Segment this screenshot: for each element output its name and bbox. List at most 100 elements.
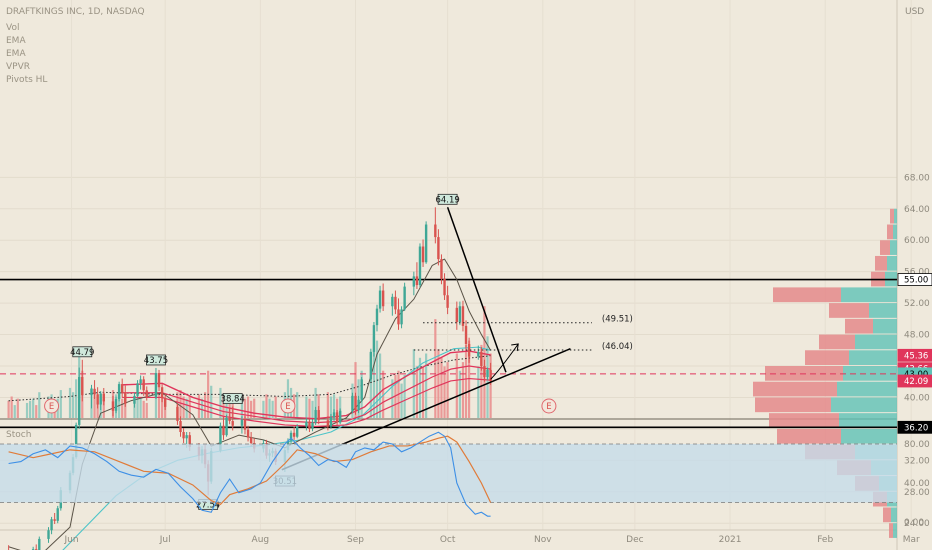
volume-bar xyxy=(268,398,271,418)
price-tick-label: 24.00 xyxy=(904,519,930,529)
vpvr-sell-bar xyxy=(755,397,831,413)
pivot-box xyxy=(222,393,243,404)
time-tick-label: 2021 xyxy=(719,535,742,545)
candle-body xyxy=(354,395,357,411)
candle-body xyxy=(246,429,250,438)
indicator-ema-1[interactable]: EMA xyxy=(6,36,26,46)
candle-body xyxy=(415,276,419,286)
pivot-label: 64.19 xyxy=(435,195,459,205)
volume-bar xyxy=(437,349,440,418)
earnings-icon xyxy=(44,398,60,414)
volume-bar xyxy=(200,398,204,418)
candle-body xyxy=(477,351,480,357)
candle-body xyxy=(338,410,342,423)
price-tag-box xyxy=(897,348,932,362)
earnings-letter: E xyxy=(285,402,290,412)
indicator-vol[interactable]: Vol xyxy=(6,23,19,33)
volume-bar xyxy=(489,353,492,418)
candle-body xyxy=(357,399,360,411)
indicator-pivots[interactable]: Pivots HL xyxy=(6,75,47,85)
candle-body xyxy=(317,410,320,421)
indicator-vpvr[interactable]: VPVR xyxy=(6,62,30,72)
legend-header: DRAFTKINGS INC, 1D, NASDAQ Vol EMA EMA V… xyxy=(6,7,924,440)
candle-body xyxy=(120,384,124,393)
vpvr-buy-bar xyxy=(841,428,897,444)
volume-bar xyxy=(443,366,446,418)
candle-body xyxy=(329,417,333,427)
target-label: (49.51) xyxy=(602,315,633,325)
ema-lines xyxy=(8,258,492,550)
vpvr-sell-bar xyxy=(845,318,873,334)
volume-bar xyxy=(197,394,201,418)
vpvr-buy-bar xyxy=(869,303,897,318)
volume-bar xyxy=(154,381,158,418)
candle-body xyxy=(243,419,247,430)
candle-body xyxy=(124,392,127,404)
volume-bar xyxy=(440,357,443,418)
candle-body xyxy=(360,379,363,400)
volume-bar xyxy=(246,396,250,418)
volume-bar xyxy=(68,387,72,418)
candle-body xyxy=(47,530,50,539)
volume-bar xyxy=(477,366,480,418)
volume-bar xyxy=(296,392,299,418)
candle-body xyxy=(412,276,416,287)
ema-red-line-1 xyxy=(122,350,491,420)
candle-body xyxy=(222,425,225,436)
candle-body xyxy=(157,373,161,388)
time-tick-label: Dec xyxy=(626,535,643,545)
trendline xyxy=(446,207,507,373)
stoch-band xyxy=(0,444,897,503)
volume-bar xyxy=(133,400,136,418)
candle-body xyxy=(375,308,379,326)
candle-body xyxy=(391,296,394,307)
price-tick-label: 48.00 xyxy=(904,331,930,341)
candle-body xyxy=(111,401,115,411)
vpvr-sell-bar xyxy=(880,240,890,255)
time-axis: Jun Jul Aug Sep Oct Nov Dec 2021 Feb Mar xyxy=(64,535,920,545)
volume-bar xyxy=(38,392,41,418)
volume-bar xyxy=(93,392,96,418)
volume-bar xyxy=(326,392,329,418)
volume-bar xyxy=(16,398,19,418)
volume-bar xyxy=(434,319,437,418)
candle-body xyxy=(90,388,93,396)
volume-bar xyxy=(203,392,207,418)
candle-body xyxy=(219,425,222,451)
volume-ma-line xyxy=(8,355,491,402)
volume-bar xyxy=(253,398,256,418)
candle-body xyxy=(133,395,136,404)
candle-body xyxy=(464,325,468,344)
candle-body xyxy=(225,417,228,436)
vpvr-sell-bar xyxy=(805,350,849,365)
vpvr-buy-bar xyxy=(890,240,897,255)
price-tick-label: 52.00 xyxy=(904,299,930,309)
candle-body xyxy=(99,393,102,405)
price-tag-label: 45.36 xyxy=(904,351,928,361)
earnings-letter: E xyxy=(49,402,54,412)
symbol-title[interactable]: DRAFTKINGS INC, 1D, NASDAQ xyxy=(6,7,145,17)
time-tick-label: Feb xyxy=(817,535,833,545)
candle-body xyxy=(295,426,299,437)
volume-bar xyxy=(142,400,145,418)
candle-body xyxy=(292,432,296,437)
vpvr-sell-bar xyxy=(889,523,893,538)
candle-body xyxy=(96,394,99,405)
volume-bar xyxy=(311,400,314,418)
vpvr-sell-bar xyxy=(883,507,891,523)
indicator-ema-2[interactable]: EMA xyxy=(6,49,26,59)
price-tag-label: 55.00 xyxy=(904,276,928,286)
price-tag-label: 36.20 xyxy=(904,423,928,433)
candle-body xyxy=(434,224,437,238)
candle-body xyxy=(117,384,121,400)
price-tag-box xyxy=(897,374,932,388)
indicator-stoch[interactable]: Stoch xyxy=(6,430,31,440)
candle-body xyxy=(154,373,158,398)
price-tick-label: 56.00 xyxy=(904,268,930,278)
candle-body xyxy=(81,377,84,396)
volume-bar xyxy=(121,398,124,418)
volume-bar xyxy=(71,392,75,418)
price-tag-box xyxy=(897,420,932,434)
